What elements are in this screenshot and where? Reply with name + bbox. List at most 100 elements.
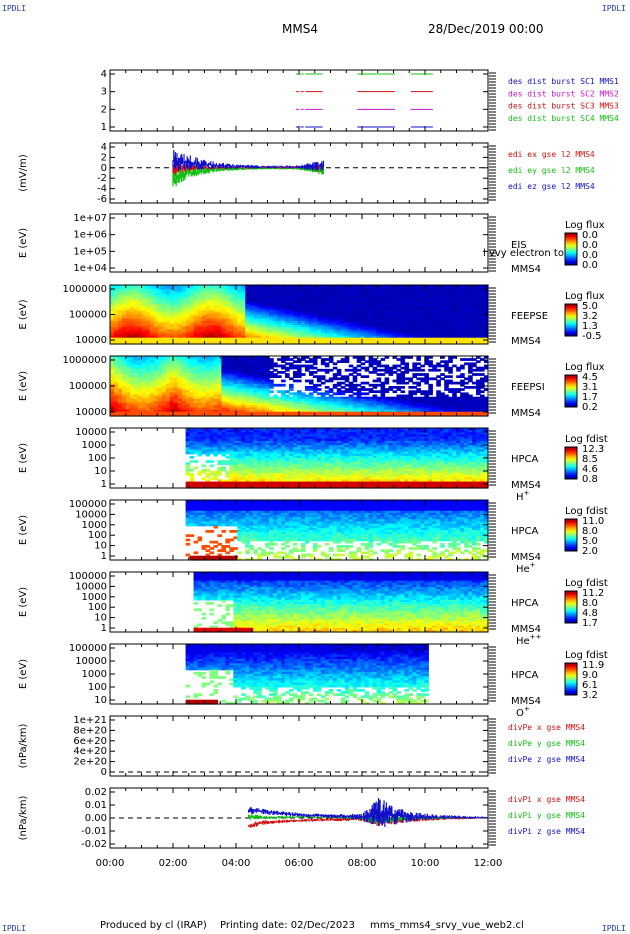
y-tick-label: 10000 [75, 581, 107, 592]
colorbar-tick-label: 3.2 [582, 690, 598, 701]
colorbar [564, 374, 578, 408]
y-tick-label: 1000 [82, 669, 107, 680]
instrument-label: HPCA [511, 454, 539, 465]
colorbar-title: Log flux [565, 220, 605, 231]
y-tick-label: 10000 [75, 509, 107, 520]
colorbar-tick-label: 1.7 [582, 618, 598, 629]
y-tick-label: -0.02 [81, 839, 107, 850]
y-tick-label: 1e+04 [73, 263, 107, 274]
y-tick-label: 4 [101, 142, 107, 153]
y-tick-label: 10000 [75, 335, 107, 346]
y-axis-label: E (eV) [18, 299, 29, 329]
y-tick-label: 10000 [75, 656, 107, 667]
colorbar-tick-label: 11.2 [582, 588, 604, 599]
spectrogram-hpca_o [185, 644, 429, 705]
legend-entry: divPe x gse MMS4 [508, 723, 585, 732]
colorbar-tick-label: 1.7 [582, 392, 598, 403]
y-tick-label: 100 [88, 453, 107, 464]
y-tick-label: 1000 [82, 440, 107, 451]
colorbar [564, 303, 578, 337]
y-axis-label: (nPa/km) [18, 796, 29, 841]
y-tick-label: 4 [101, 69, 107, 80]
colorbar-tick-label: 0.0 [582, 260, 598, 271]
legend-entry: divPi y gse MMS4 [508, 811, 585, 820]
spectrogram-hpca_h [185, 428, 489, 489]
colorbar-tick-label: 4.8 [582, 608, 598, 619]
legend-entry: edi ex gse l2 MMS4 [508, 150, 595, 159]
spacecraft-label: MMS4 [511, 336, 541, 347]
instrument-label: FEEPSE [511, 311, 548, 322]
legend-entry: divPe y gse MMS4 [508, 739, 585, 748]
y-tick-label: 2 [101, 104, 107, 115]
y-axis-label: (nPa/km) [18, 724, 29, 769]
legend-entry: des dist burst SC4 MMS4 [508, 114, 619, 123]
legend-entry: des dist burst SC3 MMS3 [508, 102, 619, 111]
y-tick-label: -6 [97, 194, 107, 205]
species-label: H+ [516, 489, 530, 503]
y-tick-label: 2e+20 [73, 757, 107, 768]
y-axis-label: (mV/m) [18, 154, 29, 192]
spacecraft-label: MMS4 [511, 264, 541, 275]
y-axis-label: E (eV) [18, 515, 29, 545]
colorbar-title: Log fdist [565, 578, 608, 589]
colorbar-tick-label: 6.1 [582, 680, 598, 691]
colorbar [564, 232, 578, 266]
corner-tag-bottom-left: IPDLI [2, 924, 27, 933]
spacecraft-label: MMS4 [511, 552, 541, 563]
colorbar-tick-label: 1.3 [582, 321, 598, 332]
instrument-label: FEEPSI [511, 382, 545, 393]
y-tick-label: 100 [88, 530, 107, 541]
filename: mms_mms4_srvy_vue_web2.cl [370, 920, 524, 931]
x-tick-label: 00:00 [96, 858, 125, 869]
y-tick-label: -0.01 [81, 826, 107, 837]
colorbar-tick-label: 5.0 [582, 536, 598, 547]
panel-frame-edi [109, 142, 489, 204]
y-tick-label: 1 [101, 479, 107, 490]
colorbar-tick-label: 11.0 [582, 516, 604, 527]
legend-entry: des dist burst SC2 MMS2 [508, 89, 619, 98]
y-tick-label: 0.00 [85, 813, 107, 824]
produced-by: Produced by cl (IRAP) [100, 920, 207, 931]
colorbar-tick-label: 0.0 [582, 250, 598, 261]
colorbar-title: Log flux [565, 291, 605, 302]
y-tick-label: 8e+20 [73, 725, 107, 736]
colorbar-tick-label: 11.9 [582, 660, 604, 671]
y-tick-label: 1 [101, 551, 107, 562]
y-tick-label: 1000000 [62, 355, 107, 366]
y-tick-label: 10 [94, 541, 107, 552]
y-tick-label: 0.01 [85, 800, 107, 811]
legend-entry: des dist burst SC1 MMS1 [508, 77, 619, 86]
spacecraft-label: MMS4 [511, 696, 541, 707]
corner-tag-top-left: IPDLI [2, 4, 27, 13]
colorbar-tick-label: 0.0 [582, 240, 598, 251]
colorbar-tick-label: -0.5 [582, 331, 602, 342]
y-tick-label: 6e+20 [73, 736, 107, 747]
y-axis-label: E (eV) [18, 659, 29, 689]
y-tick-label: -4 [97, 184, 107, 195]
colorbar-tick-label: 0.8 [582, 474, 598, 485]
colorbar-tick-label: 4.5 [582, 372, 598, 383]
species-label: He+ [516, 561, 536, 575]
spacecraft-label: MMS4 [511, 624, 541, 635]
y-axis-label: E (eV) [18, 371, 29, 401]
overlay-text: l vvy electron to [483, 248, 564, 259]
corner-tag-bottom-right: IPDLI [601, 924, 626, 933]
legend-entry: edi ey gse l2 MMS4 [508, 166, 595, 175]
colorbar-tick-label: 3.1 [582, 382, 598, 393]
legend-entry: divPi x gse MMS4 [508, 795, 585, 804]
y-axis-label: E (eV) [18, 443, 29, 473]
y-tick-label: 100000 [69, 643, 107, 654]
y-tick-label: 0.02 [85, 787, 107, 798]
colorbar-tick-label: 0.2 [582, 402, 598, 413]
y-tick-label: 0 [101, 767, 107, 778]
y-tick-label: 1 [101, 623, 107, 634]
x-tick-label: 10:00 [411, 858, 440, 869]
spectrogram-feepse [110, 285, 489, 345]
colorbar-tick-label: 12.3 [582, 444, 604, 455]
y-tick-label: 1 [101, 122, 107, 133]
colorbar-tick-label: 4.6 [582, 464, 598, 475]
y-tick-label: 10 [94, 695, 107, 706]
colorbar-tick-label: 8.0 [582, 526, 598, 537]
x-tick-label: 06:00 [285, 858, 314, 869]
colorbar-tick-label: 8.5 [582, 454, 598, 465]
